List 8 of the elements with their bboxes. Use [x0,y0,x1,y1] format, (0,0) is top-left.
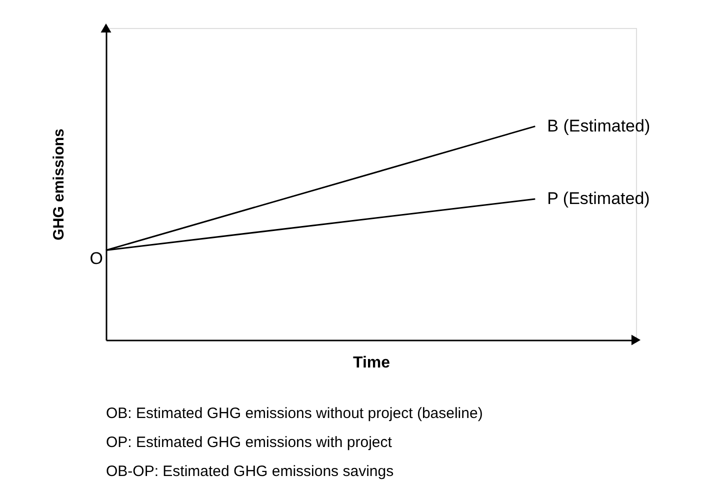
text: OP: Estimated GHG emissions with project [106,434,393,451]
series-label: P (Estimated) [547,188,650,208]
series-label: B (Estimated) [547,116,650,136]
x-axis-title: Time [352,354,390,372]
text: OB-OP: Estimated GHG emissions savings [106,463,394,480]
text: OB: Estimated GHG emissions without project (baseline) [106,405,483,422]
text: O [90,249,103,268]
y-axis-title: GHG emissions [50,128,68,240]
